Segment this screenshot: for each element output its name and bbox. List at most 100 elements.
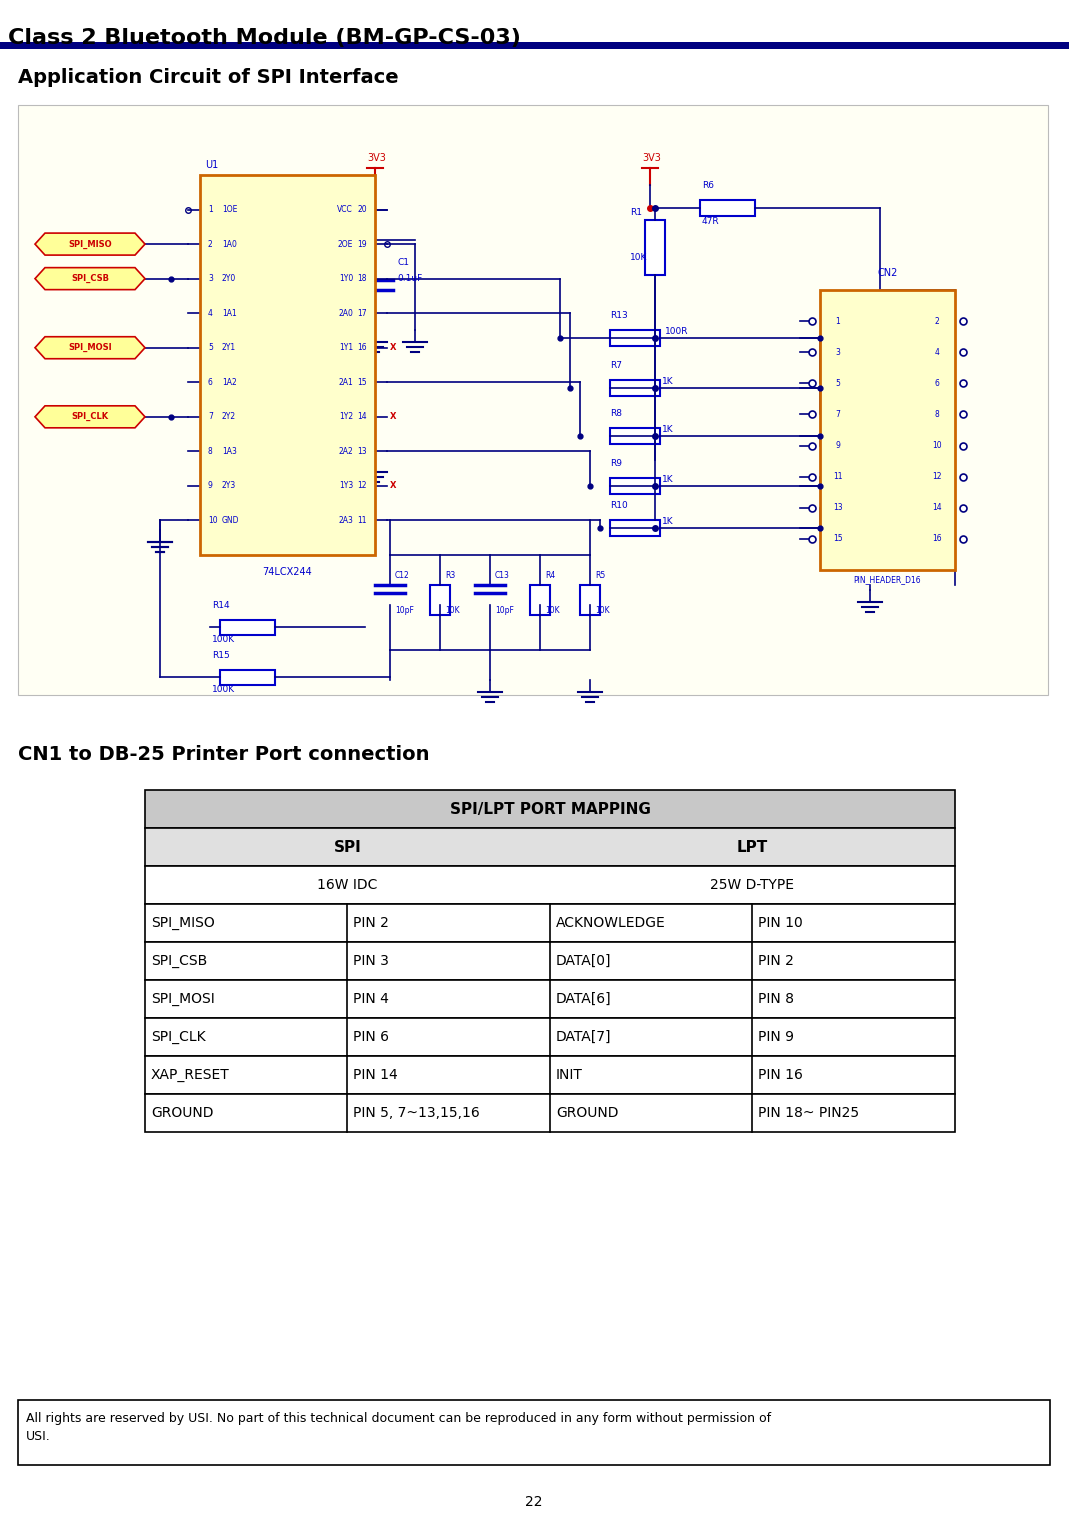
Text: 14: 14 bbox=[357, 413, 367, 422]
Bar bbox=[610, 478, 660, 493]
Text: XAP_RESET: XAP_RESET bbox=[151, 1068, 230, 1081]
Text: C1: C1 bbox=[397, 257, 409, 267]
Text: 10K: 10K bbox=[630, 253, 648, 262]
Bar bbox=[820, 289, 955, 570]
Text: 11: 11 bbox=[833, 472, 842, 481]
Text: 10K: 10K bbox=[545, 606, 560, 614]
Text: 2A2: 2A2 bbox=[338, 446, 353, 455]
Text: PIN_HEADER_D16: PIN_HEADER_D16 bbox=[854, 576, 921, 583]
Bar bbox=[0, 43, 1069, 49]
Bar bbox=[18, 1400, 1050, 1465]
Text: 1: 1 bbox=[208, 206, 213, 215]
Text: PIN 6: PIN 6 bbox=[353, 1030, 389, 1043]
Text: 8: 8 bbox=[934, 410, 940, 419]
Bar bbox=[530, 585, 549, 615]
Text: SPI_MISO: SPI_MISO bbox=[151, 915, 215, 931]
Text: 16: 16 bbox=[932, 535, 942, 544]
Text: PIN 18~ PIN25: PIN 18~ PIN25 bbox=[758, 1106, 859, 1119]
Text: USI.: USI. bbox=[26, 1430, 50, 1442]
Text: 1OE: 1OE bbox=[222, 206, 237, 215]
Bar bbox=[145, 1017, 955, 1055]
Text: 100R: 100R bbox=[665, 327, 688, 337]
Text: 1K: 1K bbox=[662, 378, 673, 385]
Bar bbox=[145, 943, 955, 979]
Text: R6: R6 bbox=[702, 181, 714, 190]
Text: 10K: 10K bbox=[595, 606, 609, 614]
Text: 1A0: 1A0 bbox=[222, 239, 237, 248]
Text: 2Y1: 2Y1 bbox=[222, 343, 236, 352]
Text: R3: R3 bbox=[445, 571, 455, 579]
Text: 16W IDC: 16W IDC bbox=[317, 877, 377, 892]
Text: R7: R7 bbox=[610, 361, 622, 370]
Text: PIN 2: PIN 2 bbox=[353, 915, 389, 931]
Text: U1: U1 bbox=[205, 160, 218, 171]
Text: 1K: 1K bbox=[662, 516, 673, 525]
Text: 1A2: 1A2 bbox=[222, 378, 236, 387]
Text: 10pF: 10pF bbox=[396, 606, 414, 614]
Text: 9: 9 bbox=[208, 481, 213, 490]
Bar bbox=[610, 381, 660, 396]
Bar bbox=[145, 979, 955, 1017]
Text: PIN 16: PIN 16 bbox=[758, 1068, 803, 1081]
Text: 100K: 100K bbox=[212, 635, 235, 644]
Text: SPI_MOSI: SPI_MOSI bbox=[151, 991, 215, 1007]
Text: R15: R15 bbox=[212, 650, 230, 659]
Text: 2Y3: 2Y3 bbox=[222, 481, 236, 490]
Text: SPI/LPT PORT MAPPING: SPI/LPT PORT MAPPING bbox=[450, 801, 650, 816]
Text: 10: 10 bbox=[932, 442, 942, 451]
Text: 20: 20 bbox=[357, 206, 367, 215]
Text: 16: 16 bbox=[357, 343, 367, 352]
Bar bbox=[145, 905, 955, 943]
Text: SPI_MISO: SPI_MISO bbox=[68, 239, 112, 248]
Text: 1A1: 1A1 bbox=[222, 309, 236, 318]
Text: 5: 5 bbox=[208, 343, 213, 352]
Text: PIN 3: PIN 3 bbox=[353, 953, 389, 969]
Text: 1A3: 1A3 bbox=[222, 446, 237, 455]
Text: PIN 4: PIN 4 bbox=[353, 991, 389, 1007]
Text: X: X bbox=[390, 481, 397, 490]
Text: 1K: 1K bbox=[662, 425, 673, 434]
Text: 74LCX244: 74LCX244 bbox=[263, 567, 312, 577]
Bar bbox=[145, 1055, 955, 1094]
Text: 1Y1: 1Y1 bbox=[339, 343, 353, 352]
Text: SPI: SPI bbox=[334, 839, 361, 854]
Text: 1Y3: 1Y3 bbox=[339, 481, 353, 490]
Text: R4: R4 bbox=[545, 571, 555, 579]
Text: 3: 3 bbox=[836, 347, 840, 356]
Text: 1: 1 bbox=[836, 317, 840, 326]
Text: 3V3: 3V3 bbox=[368, 152, 386, 163]
Text: 1Y0: 1Y0 bbox=[339, 274, 353, 283]
Bar bbox=[220, 620, 275, 635]
Text: 11: 11 bbox=[357, 516, 367, 525]
Text: PIN 10: PIN 10 bbox=[758, 915, 803, 931]
Polygon shape bbox=[35, 405, 145, 428]
Text: 6: 6 bbox=[208, 378, 213, 387]
Text: 8: 8 bbox=[208, 446, 213, 455]
Text: R14: R14 bbox=[212, 602, 230, 611]
Text: 2: 2 bbox=[208, 239, 213, 248]
Bar bbox=[610, 330, 660, 346]
Bar bbox=[145, 1094, 955, 1132]
Text: 4: 4 bbox=[934, 347, 940, 356]
Text: 1Y2: 1Y2 bbox=[339, 413, 353, 422]
Text: PIN 2: PIN 2 bbox=[758, 953, 794, 969]
Text: 7: 7 bbox=[836, 410, 840, 419]
Text: 15: 15 bbox=[833, 535, 842, 544]
Text: GROUND: GROUND bbox=[556, 1106, 619, 1119]
Text: R10: R10 bbox=[610, 501, 628, 510]
Text: 12: 12 bbox=[932, 472, 942, 481]
Polygon shape bbox=[35, 268, 145, 289]
Text: GROUND: GROUND bbox=[151, 1106, 214, 1119]
Bar bbox=[430, 585, 450, 615]
Text: 0.1uF: 0.1uF bbox=[397, 274, 422, 282]
Text: 6: 6 bbox=[934, 379, 940, 388]
Text: PIN 14: PIN 14 bbox=[353, 1068, 398, 1081]
Text: 3: 3 bbox=[208, 274, 213, 283]
Text: 17: 17 bbox=[357, 309, 367, 318]
Bar bbox=[700, 200, 755, 216]
Text: C12: C12 bbox=[396, 571, 409, 579]
Text: ACKNOWLEDGE: ACKNOWLEDGE bbox=[556, 915, 666, 931]
Text: 10: 10 bbox=[208, 516, 218, 525]
Text: 4: 4 bbox=[208, 309, 213, 318]
Text: 2A1: 2A1 bbox=[338, 378, 353, 387]
